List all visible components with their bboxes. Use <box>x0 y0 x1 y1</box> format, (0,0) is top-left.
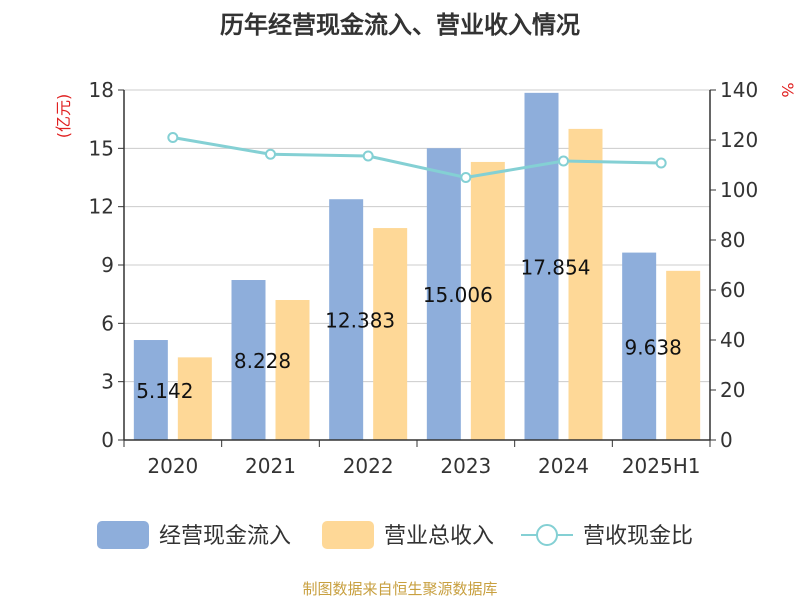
legend-label: 经营现金流入 <box>159 524 291 549</box>
legend-swatch <box>97 521 149 549</box>
bar-cash-inflow <box>133 340 168 440</box>
legend-swatch <box>322 521 374 549</box>
legend-marker <box>536 524 558 546</box>
y-right-tick-label: 140 <box>720 78 758 102</box>
x-tick-label: 2023 <box>440 454 491 478</box>
line-series <box>167 132 667 183</box>
bar-revenue <box>177 357 212 440</box>
bar-revenue <box>470 161 505 440</box>
y-left-tick-label: 0 <box>101 428 114 452</box>
y-axis-left-label: (亿元) <box>54 94 73 139</box>
bar-revenue <box>373 228 408 440</box>
chart-title: 历年经营现金流入、营业收入情况 <box>220 11 580 39</box>
y-left-tick-label: 9 <box>101 253 114 277</box>
ratio-point <box>460 172 472 183</box>
bar-revenue <box>275 300 310 440</box>
legend-label: 营收现金比 <box>583 524 693 549</box>
source-note: 制图数据来自恒生聚源数据库 <box>302 580 497 598</box>
data-label: 17.854 <box>521 255 591 279</box>
bar-cash-inflow <box>426 148 461 440</box>
x-tick-label: 2021 <box>245 454 296 478</box>
y-left-tick-label: 18 <box>89 78 114 102</box>
y-left-tick-label: 3 <box>101 370 114 394</box>
bar-cash-inflow <box>329 199 364 440</box>
ratio-point <box>362 150 374 162</box>
data-labels: 5.142 8.228 12.383 15.006 17.854 9.638 <box>136 255 682 403</box>
data-label: 9.638 <box>625 335 682 359</box>
bar-marks <box>133 92 701 440</box>
y-right-tick-label: 0 <box>720 428 733 452</box>
ratio-point <box>265 148 276 160</box>
y-left-tick-label: 12 <box>89 195 114 219</box>
bar-cash-inflow <box>524 92 559 440</box>
legend-label: 营业总收入 <box>384 524 494 549</box>
x-tick-label: 2020 <box>147 454 198 478</box>
y-right-tick-label: 20 <box>720 378 745 402</box>
data-label: 8.228 <box>234 349 291 373</box>
axes: 0 3 6 9 12 15 18 0 20 40 60 80 100 120 140 2020 2021 2022… <box>89 78 759 478</box>
x-tick-label: 2022 <box>343 454 394 478</box>
x-tick-label: 2025H1 <box>622 454 701 478</box>
data-label: 12.383 <box>325 309 395 333</box>
y-right-tick-label: 60 <box>720 278 745 302</box>
data-label: 15.006 <box>423 283 493 307</box>
y-right-tick-label: 40 <box>720 328 745 352</box>
ratio-point <box>167 132 179 143</box>
data-label: 5.142 <box>136 379 193 403</box>
y-right-tick-label: 100 <box>720 178 758 202</box>
bar-revenue <box>666 270 701 440</box>
ratio-point <box>558 155 569 167</box>
ratio-line <box>172 136 662 180</box>
y-right-tick-label: 120 <box>720 128 758 152</box>
y-right-tick-label: 80 <box>720 228 745 252</box>
bar-cash-inflow <box>622 252 657 440</box>
grid-lines <box>124 89 710 441</box>
legend: 经营现金流入 营业总收入 营收现金比 <box>97 521 693 549</box>
ratio-point <box>655 157 667 169</box>
bar-cash-inflow <box>231 280 266 440</box>
y-left-tick-label: 6 <box>101 311 114 335</box>
x-tick-label: 2024 <box>538 454 589 478</box>
y-left-tick-label: 15 <box>89 136 114 160</box>
y-axis-right-label: % <box>778 82 797 97</box>
bar-revenue <box>568 128 603 440</box>
